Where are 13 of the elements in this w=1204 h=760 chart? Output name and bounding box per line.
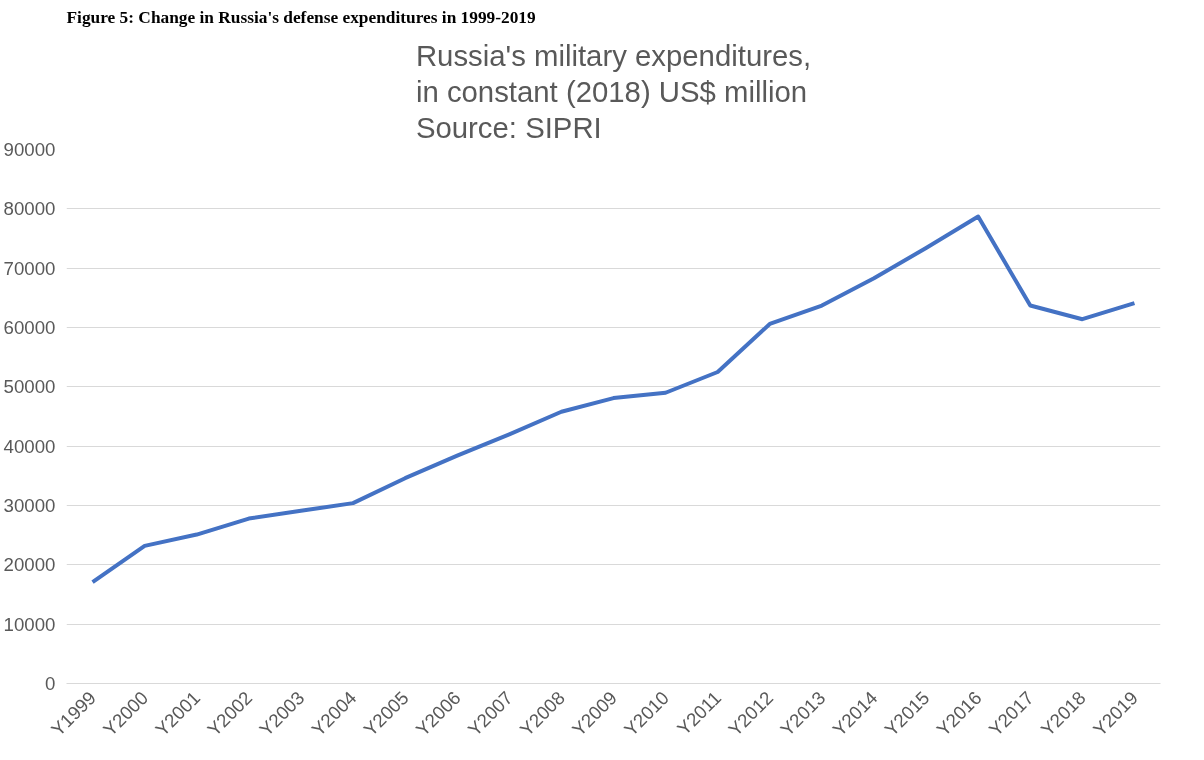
y-tick-label: 20000	[3, 554, 56, 576]
y-tick-label: 70000	[3, 257, 56, 279]
y-tick-label: 60000	[3, 317, 56, 338]
line-series	[90, 214, 1137, 585]
chart-title: Russia's military expenditures, in constant (2018) US$ million Source: SIPRI	[415, 38, 812, 145]
y-tick-label: 80000	[3, 198, 56, 220]
y-tick-label: 50000	[3, 376, 56, 398]
caption: Figure 5: Change in Russia's defense expenditures in 1999-2019	[66, 7, 537, 27]
y-tick-label: 10000	[3, 613, 56, 635]
y-tick-label: 30000	[3, 495, 56, 516]
y-tick-label: 40000	[3, 435, 56, 457]
y-tick-label: 0	[45, 673, 56, 694]
y-tick-label: 90000	[3, 139, 56, 160]
